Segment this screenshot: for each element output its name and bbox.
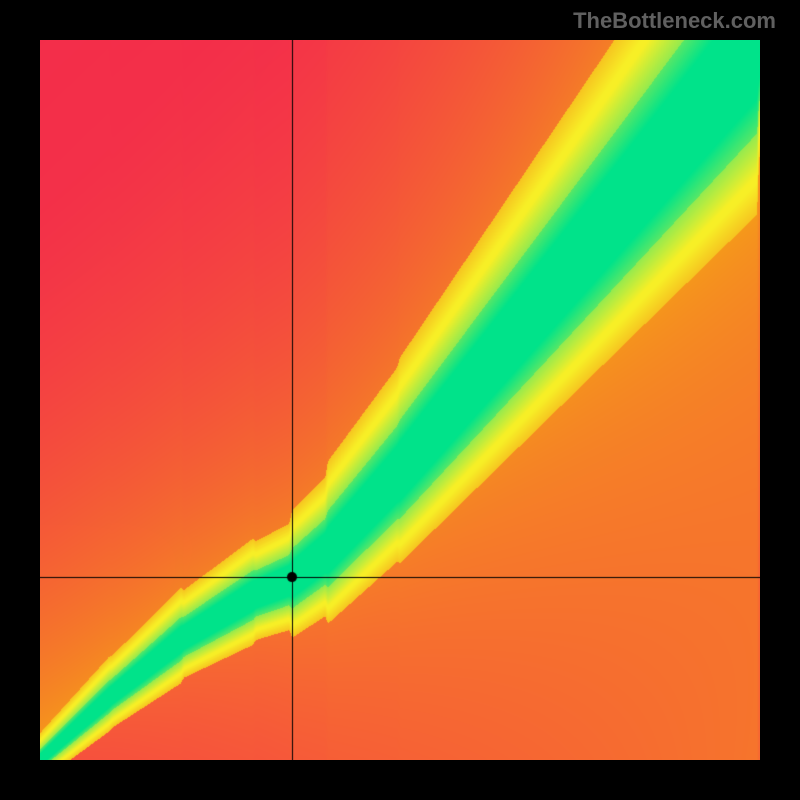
heatmap-plot bbox=[40, 40, 760, 760]
watermark-text: TheBottleneck.com bbox=[573, 8, 776, 34]
heatmap-canvas bbox=[40, 40, 760, 760]
chart-container: TheBottleneck.com bbox=[0, 0, 800, 800]
